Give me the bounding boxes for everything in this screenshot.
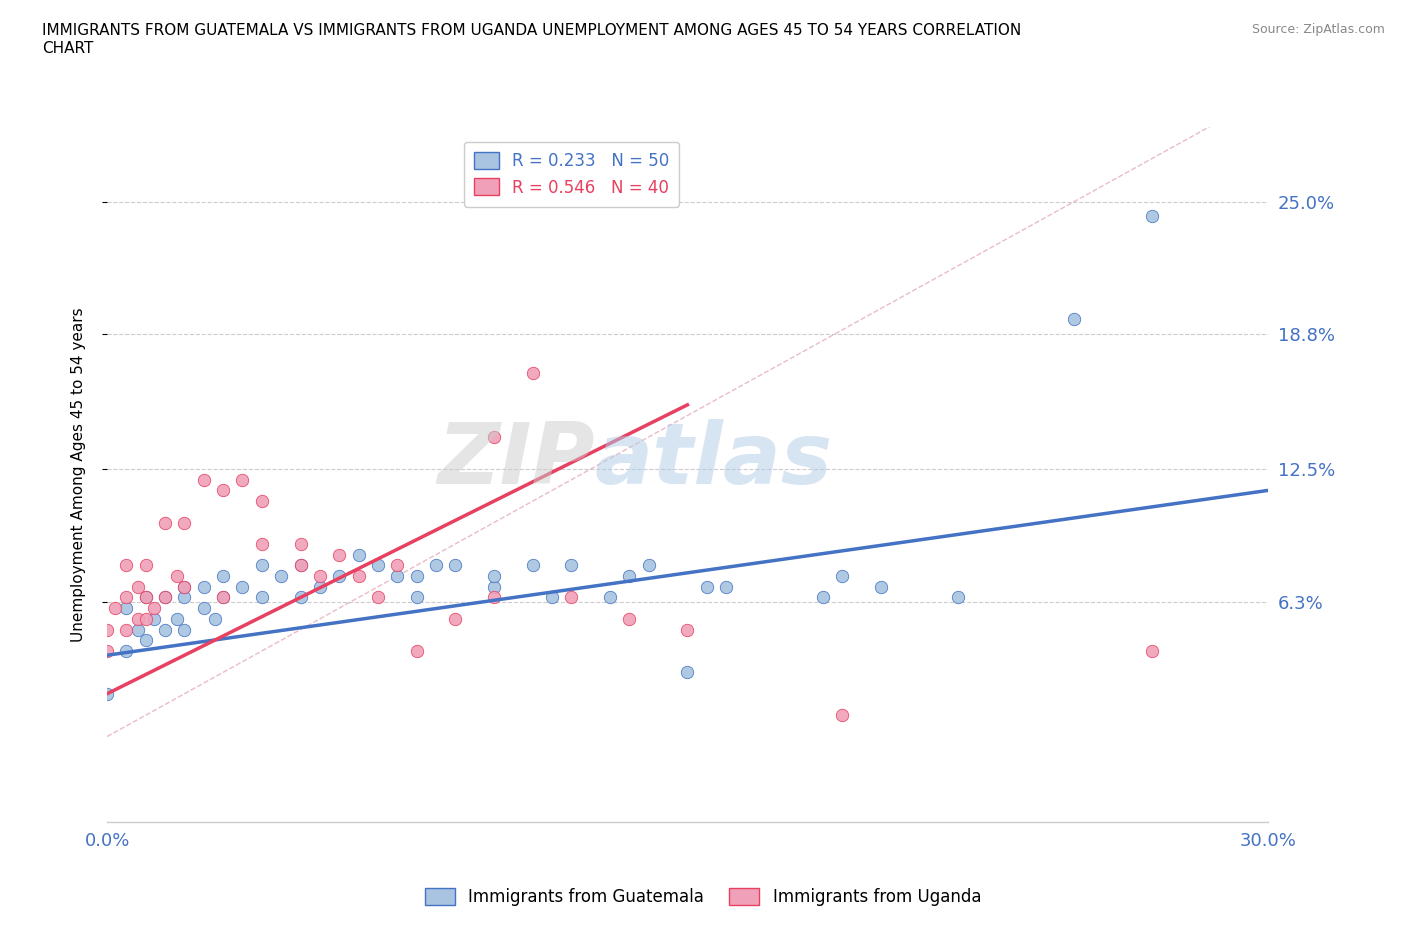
Point: [127, 579, 149, 594]
Point: [142, 611, 165, 626]
Point: [250, 494, 273, 509]
Point: [870, 579, 893, 594]
Point: [367, 590, 389, 604]
Text: ZIP: ZIP: [437, 419, 595, 502]
Point: [204, 611, 226, 626]
Point: [115, 590, 138, 604]
Point: [309, 568, 332, 583]
Point: [522, 365, 544, 380]
Point: [328, 547, 350, 562]
Point: [193, 579, 215, 594]
Point: [104, 601, 127, 616]
Point: [153, 622, 176, 637]
Point: [212, 590, 235, 604]
Point: [290, 558, 312, 573]
Point: [115, 644, 138, 658]
Point: [135, 632, 157, 647]
Point: [347, 568, 370, 583]
Text: IMMIGRANTS FROM GUATEMALA VS IMMIGRANTS FROM UGANDA UNEMPLOYMENT AMONG AGES 45 T: IMMIGRANTS FROM GUATEMALA VS IMMIGRANTS …: [42, 23, 1021, 56]
Point: [444, 558, 467, 573]
Point: [115, 622, 138, 637]
Point: [560, 558, 582, 573]
Point: [115, 601, 138, 616]
Point: [405, 568, 427, 583]
Point: [676, 665, 699, 680]
Point: [367, 558, 389, 573]
Point: [166, 568, 188, 583]
Point: [290, 537, 312, 551]
Point: [387, 568, 409, 583]
Point: [347, 547, 370, 562]
Point: [96, 686, 118, 701]
Point: [619, 611, 641, 626]
Point: [522, 558, 544, 573]
Point: [193, 472, 215, 487]
Point: [96, 644, 118, 658]
Point: [250, 537, 273, 551]
Point: [135, 611, 157, 626]
Point: [153, 590, 176, 604]
Point: [541, 590, 564, 604]
Point: [127, 611, 149, 626]
Point: [96, 622, 118, 637]
Point: [831, 568, 853, 583]
Point: [173, 622, 195, 637]
Point: [637, 558, 659, 573]
Point: [231, 472, 253, 487]
Point: [560, 590, 582, 604]
Point: [619, 568, 641, 583]
Point: [948, 590, 970, 604]
Point: [405, 590, 427, 604]
Point: [142, 601, 165, 616]
Point: [676, 622, 699, 637]
Point: [127, 622, 149, 637]
Point: [270, 568, 292, 583]
Y-axis label: Unemployment Among Ages 45 to 54 years: Unemployment Among Ages 45 to 54 years: [72, 307, 86, 642]
Point: [482, 590, 505, 604]
Point: [290, 558, 312, 573]
Point: [811, 590, 834, 604]
Point: [328, 568, 350, 583]
Point: [173, 579, 195, 594]
Legend: Immigrants from Guatemala, Immigrants from Uganda: Immigrants from Guatemala, Immigrants fr…: [419, 881, 987, 912]
Text: atlas: atlas: [595, 419, 832, 502]
Point: [153, 590, 176, 604]
Point: [405, 644, 427, 658]
Text: Source: ZipAtlas.com: Source: ZipAtlas.com: [1251, 23, 1385, 36]
Point: [1140, 644, 1163, 658]
Point: [831, 708, 853, 723]
Point: [309, 579, 332, 594]
Point: [444, 611, 467, 626]
Point: [153, 515, 176, 530]
Point: [212, 590, 235, 604]
Point: [193, 601, 215, 616]
Point: [482, 568, 505, 583]
Point: [212, 568, 235, 583]
Point: [387, 558, 409, 573]
Point: [290, 590, 312, 604]
Point: [1140, 209, 1163, 224]
Point: [135, 590, 157, 604]
Point: [482, 430, 505, 445]
Point: [115, 558, 138, 573]
Point: [135, 590, 157, 604]
Point: [599, 590, 621, 604]
Point: [714, 579, 737, 594]
Point: [482, 579, 505, 594]
Point: [1063, 312, 1085, 326]
Point: [231, 579, 253, 594]
Point: [250, 558, 273, 573]
Point: [425, 558, 447, 573]
Point: [250, 590, 273, 604]
Point: [173, 579, 195, 594]
Point: [696, 579, 718, 594]
Point: [212, 483, 235, 498]
Point: [135, 558, 157, 573]
Point: [173, 590, 195, 604]
Legend: R = 0.233   N = 50, R = 0.546   N = 40: R = 0.233 N = 50, R = 0.546 N = 40: [464, 142, 679, 206]
Point: [166, 611, 188, 626]
Point: [173, 515, 195, 530]
